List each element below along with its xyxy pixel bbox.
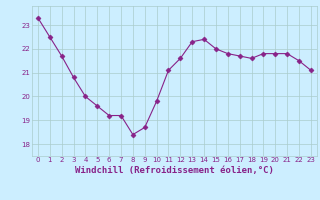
X-axis label: Windchill (Refroidissement éolien,°C): Windchill (Refroidissement éolien,°C) (75, 166, 274, 175)
